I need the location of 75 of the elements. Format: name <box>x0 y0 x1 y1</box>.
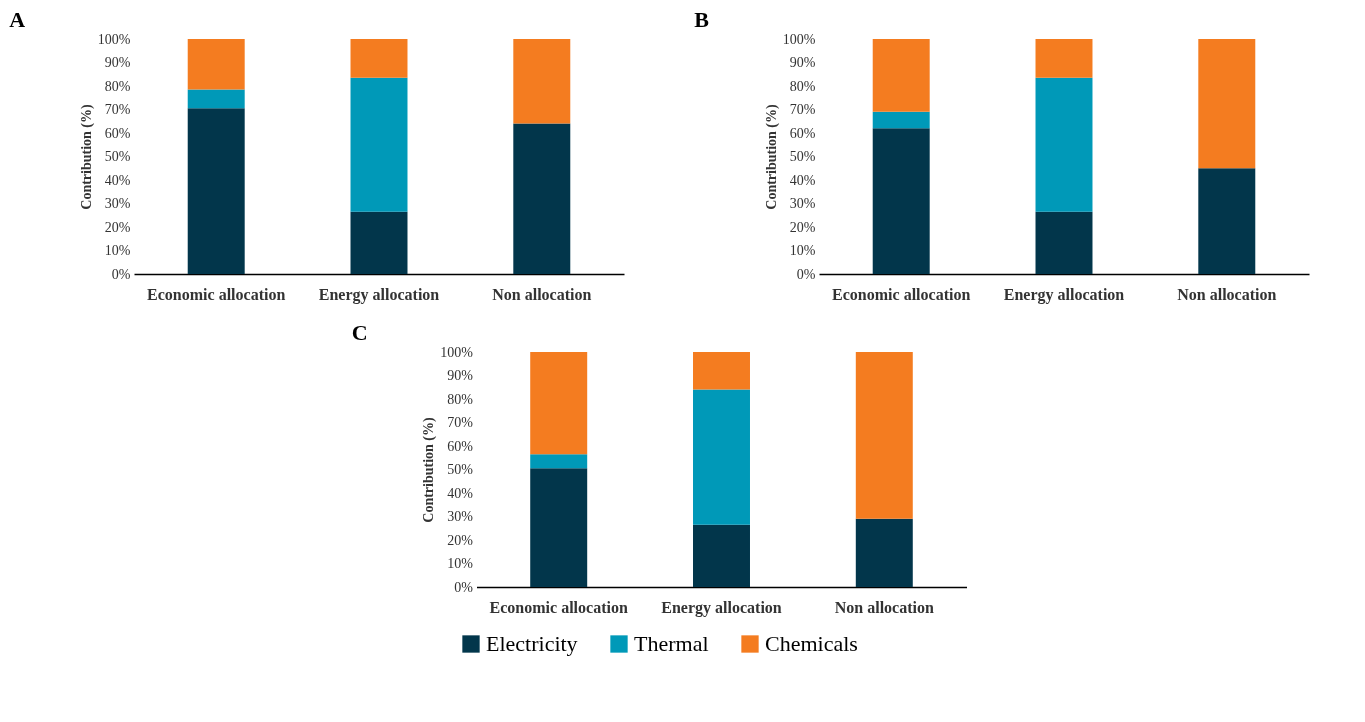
chart-title: C <box>351 320 368 345</box>
y-tick-label: 10% <box>104 243 131 258</box>
y-tick-label: 70% <box>789 102 816 117</box>
x-tick-label: Energy allocation <box>661 598 782 617</box>
bar <box>513 123 571 274</box>
bar <box>187 89 245 109</box>
y-tick-label: 60% <box>789 125 816 141</box>
y-tick-label: 10% <box>789 243 816 258</box>
bar <box>350 39 408 78</box>
bar <box>693 389 750 525</box>
bar <box>1035 77 1093 212</box>
y-tick-label: 70% <box>104 102 131 117</box>
chart-title: B <box>694 7 710 32</box>
y-tick-label: 0% <box>111 266 131 282</box>
bar <box>187 108 245 274</box>
bar <box>872 39 930 112</box>
y-tick-label: 100% <box>440 344 474 360</box>
y-tick-label: 40% <box>447 485 474 501</box>
y-tick-label: 50% <box>104 149 131 164</box>
y-tick-label: 60% <box>447 438 474 454</box>
y-tick-label: 90% <box>104 55 131 70</box>
bar <box>530 468 588 587</box>
y-tick-label: 100% <box>782 31 816 47</box>
y-tick-label: 80% <box>447 391 474 407</box>
bar <box>1198 39 1256 169</box>
bar <box>513 39 571 124</box>
bar <box>693 352 750 390</box>
legend-label: Electricity <box>486 631 578 656</box>
x-tick-label: Economic allocation <box>832 285 971 303</box>
y-axis-title: Contribution (%) <box>763 103 780 210</box>
y-tick-label: 30% <box>104 196 131 211</box>
bar <box>1035 39 1093 78</box>
y-tick-label: 10% <box>447 556 474 571</box>
y-tick-label: 30% <box>447 509 474 524</box>
legend-label: Thermal <box>634 631 709 656</box>
y-axis-title: Contribution (%) <box>78 103 95 210</box>
y-tick-label: 80% <box>104 78 131 94</box>
bar <box>530 454 588 469</box>
y-tick-label: 40% <box>789 172 816 188</box>
y-tick-label: 40% <box>104 172 131 188</box>
y-tick-label: 90% <box>789 55 816 70</box>
bar <box>350 77 408 212</box>
y-tick-label: 90% <box>447 368 474 383</box>
y-tick-label: 80% <box>789 78 816 94</box>
bar <box>1035 211 1093 274</box>
x-tick-label: Non allocation <box>834 598 934 616</box>
x-tick-label: Energy allocation <box>318 285 440 304</box>
bar <box>872 111 930 129</box>
bar <box>872 128 930 274</box>
bar <box>1198 168 1256 274</box>
x-tick-label: Energy allocation <box>1003 285 1125 304</box>
bar <box>350 211 408 274</box>
y-tick-label: 30% <box>789 196 816 211</box>
y-tick-label: 20% <box>789 219 816 235</box>
y-tick-label: 100% <box>97 31 131 47</box>
y-tick-label: 50% <box>789 149 816 164</box>
x-tick-label: Non allocation <box>1177 285 1277 303</box>
y-tick-label: 70% <box>447 415 474 430</box>
y-tick-label: 60% <box>104 125 131 141</box>
bar <box>693 524 750 587</box>
y-tick-label: 50% <box>447 462 474 477</box>
bar <box>855 352 913 519</box>
x-tick-label: Economic allocation <box>147 285 286 303</box>
y-tick-label: 0% <box>796 266 816 282</box>
x-tick-label: Non allocation <box>492 285 592 303</box>
bar <box>187 39 245 90</box>
bar <box>530 352 588 455</box>
y-tick-label: 20% <box>447 532 474 548</box>
legend-label: Chemicals <box>765 631 858 656</box>
y-axis-title: Contribution (%) <box>421 416 438 523</box>
bar <box>855 518 913 587</box>
x-tick-label: Economic allocation <box>489 598 628 616</box>
y-tick-label: 0% <box>454 579 474 595</box>
chart-title: A <box>9 7 26 32</box>
y-tick-label: 20% <box>104 219 131 235</box>
